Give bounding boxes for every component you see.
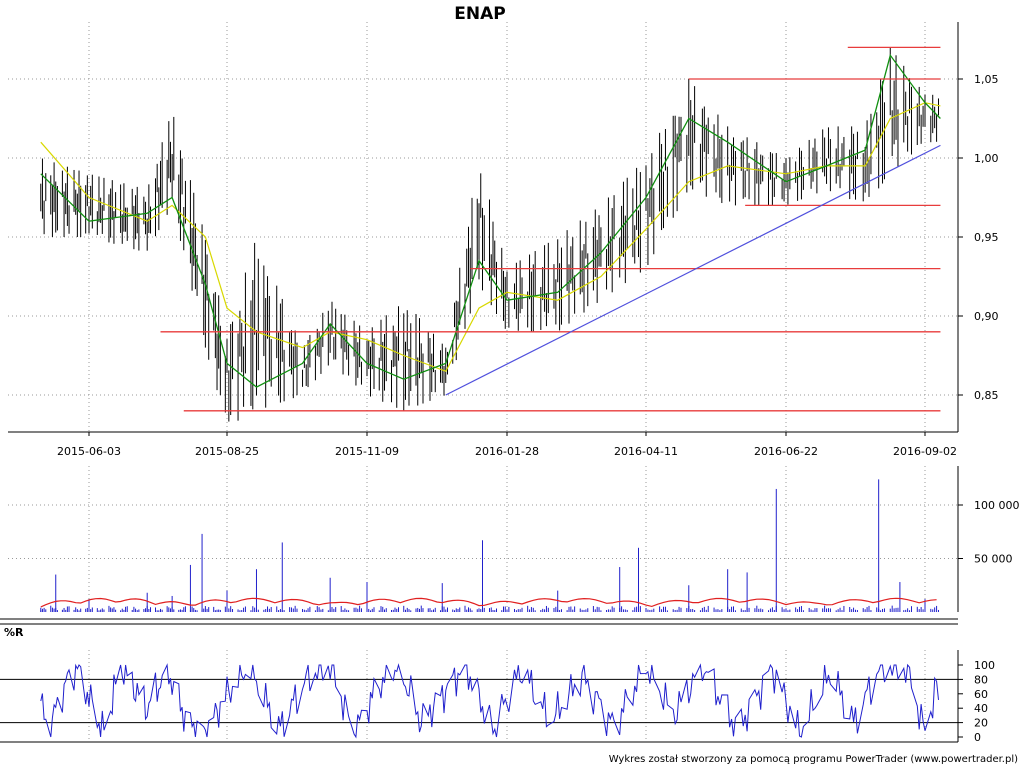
price-y-tick-label: 1,00 bbox=[974, 152, 999, 165]
footer-credit: Wykres został stworzony za pomocą progra… bbox=[609, 754, 1018, 765]
price-y-tick-label: 0,85 bbox=[974, 389, 999, 402]
x-tick-label: 2016-09-02 bbox=[893, 445, 957, 458]
x-tick-label: 2015-08-25 bbox=[195, 445, 259, 458]
fast-ma-line bbox=[40, 53, 941, 388]
price-y-tick-label: 0,90 bbox=[974, 310, 999, 323]
volume-y-tick-label: 100 000 bbox=[974, 499, 1020, 512]
slow-ma-line bbox=[40, 102, 941, 373]
wr-y-tick-label: 60 bbox=[974, 688, 988, 701]
price-y-tick-label: 0,95 bbox=[974, 231, 999, 244]
wr-y-tick-label: 0 bbox=[974, 731, 981, 744]
wr-y-tick-label: 40 bbox=[974, 702, 988, 715]
wr-panel-title: %R bbox=[4, 626, 24, 639]
wr-y-tick-label: 100 bbox=[974, 659, 995, 672]
trend-line bbox=[445, 144, 941, 396]
wr-y-tick-label: 20 bbox=[974, 717, 988, 730]
wr-y-tick-label: 80 bbox=[974, 673, 988, 686]
x-tick-label: 2016-01-28 bbox=[475, 445, 539, 458]
x-tick-label: 2016-04-11 bbox=[614, 445, 678, 458]
wr-line bbox=[40, 663, 939, 739]
x-tick-label: 2015-11-09 bbox=[335, 445, 399, 458]
chart-title: ENAP bbox=[454, 4, 505, 24]
x-tick-label: 2016-06-22 bbox=[754, 445, 818, 458]
volume-y-tick-label: 50 000 bbox=[974, 553, 1013, 566]
x-tick-label: 2015-06-03 bbox=[57, 445, 121, 458]
volume-average-line bbox=[40, 597, 937, 608]
price-y-tick-label: 1,05 bbox=[974, 73, 999, 86]
